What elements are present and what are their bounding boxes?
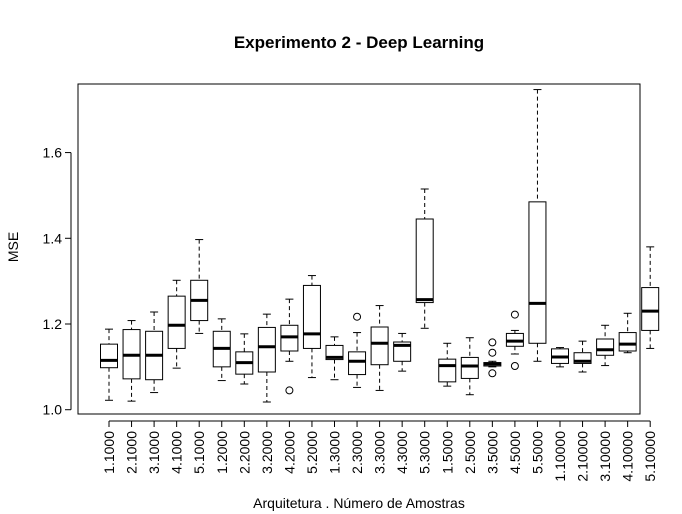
x-tick-label: 3.2000 [259, 431, 275, 474]
box-5.1000 [190, 239, 209, 334]
box-4.2000 [280, 298, 299, 395]
x-tick-label: 2.3000 [349, 431, 365, 474]
box-5.2000 [302, 275, 321, 379]
box-5.5000 [528, 89, 547, 362]
box-1.3000 [325, 336, 344, 381]
x-tick-label: 2.1000 [124, 431, 140, 474]
outlier-point [488, 338, 497, 347]
box-4.1000 [167, 279, 186, 369]
iqr-box [528, 201, 547, 344]
x-tick-label: 4.5000 [507, 431, 523, 474]
y-tick-label: 1.2 [43, 316, 63, 332]
box-2.5000 [460, 337, 479, 396]
x-tick-label: 2.5000 [462, 431, 478, 474]
x-axis-label: Arquitetura . Número de Amostras [253, 495, 465, 511]
x-tick-label: 4.10000 [620, 431, 636, 482]
outlier-point [353, 312, 362, 321]
box-3.2000 [257, 313, 276, 403]
x-tick-label: 3.1000 [146, 431, 162, 474]
box-5.10000 [641, 246, 660, 349]
x-tick-label: 3.3000 [372, 431, 388, 474]
iqr-box [573, 352, 592, 364]
box-3.1000 [145, 311, 164, 394]
x-tick-label: 1.3000 [327, 431, 343, 474]
y-tick-label: 1.0 [43, 402, 63, 418]
x-axis: 1.1000 2.1000 3.1000 4.1000 5.1000 1.2000 2.20… [101, 420, 658, 482]
x-tick-label: 1.5000 [439, 431, 455, 474]
box-2.1000 [122, 320, 141, 402]
x-tick-label: 4.2000 [281, 431, 297, 474]
x-tick-label: 5.1000 [191, 431, 207, 474]
x-tick-label: 3.10000 [597, 431, 613, 482]
iqr-box [641, 287, 660, 331]
x-tick-label: 1.2000 [214, 431, 230, 474]
x-tick-label: 4.3000 [394, 431, 410, 474]
chart-title: Experimento 2 - Deep Learning [234, 33, 484, 52]
y-tick-label: 1.6 [43, 145, 63, 161]
iqr-box [596, 338, 615, 356]
boxes-layer [100, 89, 660, 403]
plot-frame [77, 83, 641, 415]
x-tick-label: 4.1000 [169, 431, 185, 474]
box-3.5000 [483, 338, 502, 378]
box-3.3000 [370, 305, 389, 391]
outlier-point [488, 348, 497, 357]
box-4.3000 [393, 332, 412, 372]
box-3.10000 [596, 324, 615, 367]
iqr-box [257, 326, 276, 373]
iqr-box [460, 356, 479, 379]
x-tick-label: 3.5000 [484, 431, 500, 474]
iqr-box [167, 295, 186, 349]
box-1.10000 [551, 347, 569, 368]
outlier-point [510, 310, 519, 319]
outlier-point [510, 362, 519, 370]
box-1.1000 [100, 328, 118, 401]
x-tick-label: 5.5000 [529, 431, 545, 474]
x-tick-label: 5.3000 [417, 431, 433, 474]
iqr-box [348, 351, 367, 376]
iqr-box [302, 284, 321, 349]
box-2.3000 [348, 312, 367, 388]
box-2.10000 [573, 340, 592, 373]
iqr-box [370, 326, 389, 366]
box-2.2000 [235, 333, 254, 385]
box-5.3000 [415, 188, 434, 329]
iqr-box [100, 343, 118, 369]
y-axis: 1.0 1.2 1.4 1.6 [43, 145, 72, 418]
x-tick-label: 5.10000 [642, 431, 658, 482]
box-4.10000 [618, 312, 637, 354]
iqr-box [438, 358, 457, 383]
iqr-box [618, 332, 637, 352]
x-tick-label: 2.10000 [575, 431, 591, 482]
y-tick-label: 1.4 [43, 230, 63, 246]
box-1.2000 [212, 318, 231, 382]
outlier-point [285, 386, 294, 395]
x-tick-label: 2.2000 [236, 431, 252, 474]
iqr-box [415, 218, 434, 304]
y-axis-label: MSE [5, 232, 21, 262]
x-tick-label: 1.10000 [552, 431, 568, 482]
x-tick-label: 1.1000 [101, 431, 117, 474]
x-tick-label: 5.2000 [304, 431, 320, 474]
box-4.5000 [505, 310, 524, 370]
box-1.5000 [438, 342, 457, 387]
outlier-point [488, 369, 497, 378]
